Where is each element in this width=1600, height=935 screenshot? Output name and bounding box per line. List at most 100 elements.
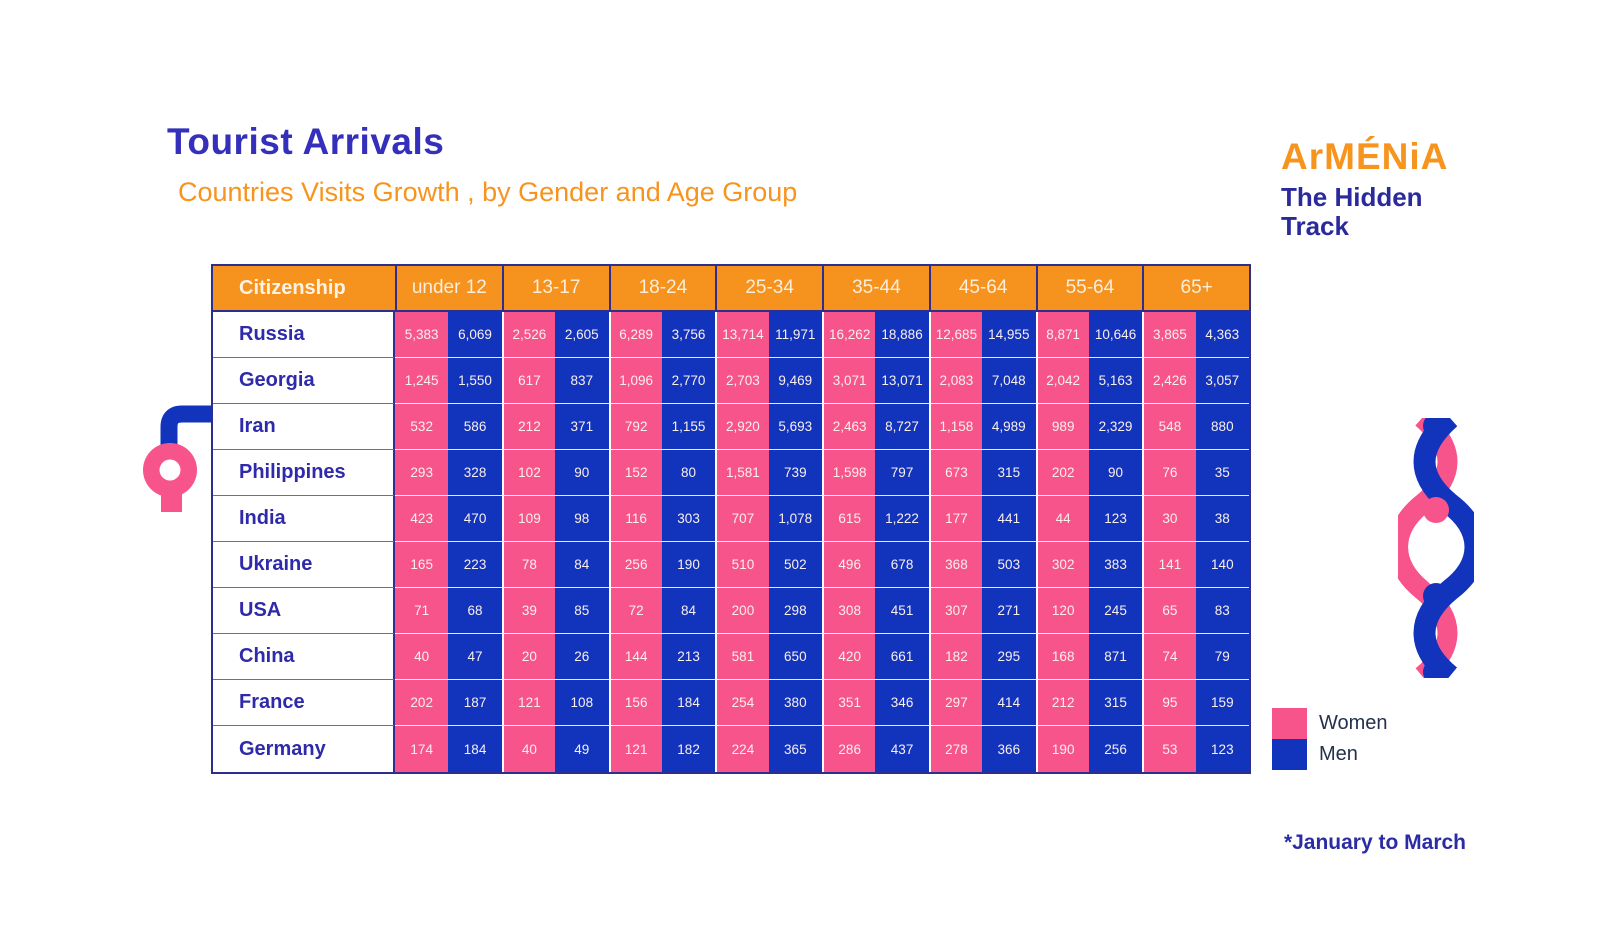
value-cell-men: 880 [1195, 404, 1249, 450]
value-cell-men: 98 [555, 496, 609, 542]
age-group-header-cell: 55-64 [1035, 266, 1143, 312]
value-cell-women: 6,289 [608, 312, 662, 358]
value-cell-men: 123 [1195, 726, 1249, 772]
age-group-header-cell: 18-24 [608, 266, 716, 312]
value-cell-women: 532 [395, 404, 449, 450]
value-cell-men: 441 [982, 496, 1036, 542]
page-title: Tourist Arrivals [167, 121, 445, 162]
country-cell: Philippines [213, 450, 395, 496]
value-cell-men: 223 [448, 542, 502, 588]
value-cell-men: 328 [448, 450, 502, 496]
value-cell-women: 190 [1035, 726, 1089, 772]
value-cell-women: 120 [1035, 588, 1089, 634]
value-cell-women: 256 [608, 542, 662, 588]
value-cell-women: 2,083 [928, 358, 983, 404]
value-cell-women: 212 [501, 404, 556, 450]
value-cell-women: 297 [928, 680, 983, 726]
value-cell-men: 797 [875, 450, 929, 496]
value-cell-men: 213 [661, 634, 716, 680]
value-cell-men: 2,329 [1088, 404, 1143, 450]
value-cell-men: 366 [982, 726, 1036, 772]
value-cell-women: 109 [501, 496, 556, 542]
value-cell-men: 47 [448, 634, 502, 680]
value-cell-men: 470 [448, 496, 502, 542]
arrivals-table: Citizenship under 12 13-17 18-24 25-34 35-44 4… [211, 264, 1251, 774]
legend-women-swatch [1272, 708, 1307, 739]
value-cell-men: 90 [555, 450, 609, 496]
value-cell-men: 315 [982, 450, 1036, 496]
value-cell-women: 420 [822, 634, 876, 680]
country-cell: Iran [213, 404, 395, 450]
value-cell-men: 159 [1195, 680, 1249, 726]
value-cell-men: 13,071 [875, 358, 929, 404]
value-cell-women: 2,920 [715, 404, 769, 450]
value-cell-men: 303 [661, 496, 716, 542]
value-cell-women: 548 [1142, 404, 1196, 450]
value-cell-women: 40 [395, 634, 449, 680]
value-cell-women: 1,581 [715, 450, 769, 496]
armenia-logo: ArMÉNiA The Hidden Track [1281, 138, 1448, 241]
value-cell-women: 74 [1142, 634, 1196, 680]
value-cell-women: 121 [608, 726, 662, 772]
value-cell-men: 503 [982, 542, 1036, 588]
value-cell-men: 1,222 [875, 496, 929, 542]
value-cell-women: 1,245 [395, 358, 449, 404]
value-cell-men: 5,163 [1088, 358, 1143, 404]
logo-wordmark: ArMÉNiA [1281, 136, 1449, 177]
value-cell-men: 271 [982, 588, 1036, 634]
value-cell-women: 1,096 [608, 358, 662, 404]
value-cell-women: 2,463 [822, 404, 876, 450]
value-cell-men: 140 [1195, 542, 1249, 588]
age-group-header-cell: 13-17 [501, 266, 609, 312]
country-cell: Germany [213, 726, 395, 772]
country-cell: France [213, 680, 395, 726]
legend: Women Men [1272, 708, 1388, 770]
age-group-header-cell: 45-64 [928, 266, 1036, 312]
value-cell-women: 1,158 [928, 404, 983, 450]
track-pin-icon [143, 405, 212, 512]
value-cell-women: 5,383 [395, 312, 449, 358]
value-cell-men: 184 [661, 680, 716, 726]
value-cell-women: 2,526 [501, 312, 556, 358]
value-cell-men: 371 [555, 404, 609, 450]
value-cell-men: 871 [1088, 634, 1143, 680]
value-cell-men: 83 [1195, 588, 1249, 634]
value-cell-women: 72 [608, 588, 662, 634]
value-cell-men: 80 [661, 450, 716, 496]
value-cell-men: 79 [1195, 634, 1249, 680]
value-cell-women: 581 [715, 634, 769, 680]
value-cell-men: 108 [555, 680, 609, 726]
value-cell-men: 123 [1088, 496, 1143, 542]
value-cell-men: 190 [661, 542, 716, 588]
helix-ribbon-icon [1398, 418, 1474, 678]
citizenship-header-cell: Citizenship [213, 266, 395, 312]
value-cell-women: 286 [822, 726, 876, 772]
value-cell-women: 152 [608, 450, 662, 496]
value-cell-men: 586 [448, 404, 502, 450]
value-cell-men: 14,955 [982, 312, 1036, 358]
value-cell-men: 90 [1088, 450, 1143, 496]
value-cell-women: 224 [715, 726, 769, 772]
value-cell-women: 71 [395, 588, 449, 634]
value-cell-men: 451 [875, 588, 929, 634]
value-cell-men: 3,057 [1195, 358, 1249, 404]
value-cell-women: 95 [1142, 680, 1196, 726]
value-cell-women: 2,042 [1035, 358, 1089, 404]
value-cell-men: 3,756 [661, 312, 716, 358]
value-cell-men: 837 [555, 358, 609, 404]
value-cell-women: 144 [608, 634, 662, 680]
value-cell-men: 85 [555, 588, 609, 634]
value-cell-men: 256 [1088, 726, 1143, 772]
value-cell-women: 617 [501, 358, 556, 404]
page-subtitle: Countries Visits Growth , by Gender and … [178, 177, 798, 207]
value-cell-men: 739 [768, 450, 822, 496]
value-cell-women: 202 [395, 680, 449, 726]
value-cell-women: 78 [501, 542, 556, 588]
value-cell-women: 165 [395, 542, 449, 588]
value-cell-men: 315 [1088, 680, 1143, 726]
value-cell-men: 5,693 [768, 404, 822, 450]
value-cell-men: 4,363 [1195, 312, 1249, 358]
value-cell-men: 2,605 [555, 312, 609, 358]
value-cell-men: 9,469 [768, 358, 822, 404]
value-cell-men: 84 [661, 588, 716, 634]
